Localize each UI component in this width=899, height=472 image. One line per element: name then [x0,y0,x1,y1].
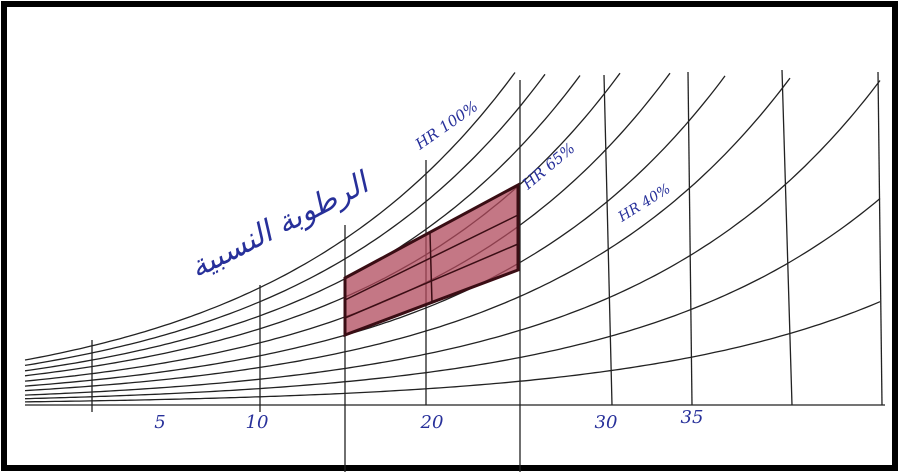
curve-label: HR 100% [411,97,481,154]
v-line [782,70,792,405]
humidity-curve [25,76,725,386]
humidity-curve [25,78,790,391]
page: HR 100% HR 65% HR 40% الرطوبة النسبية 5 … [0,0,899,472]
v-line [878,72,882,405]
annotation: الرطوبة النسبية [184,164,377,285]
diagram: HR 100% HR 65% HR 40% الرطوبة النسبية 5 … [0,0,899,472]
x-label: 20 [420,412,444,433]
x-label: 5 [154,412,165,433]
humidity-curve [25,302,880,402]
humidity-curve [25,73,620,376]
x-label: 10 [246,412,269,433]
x-label: 35 [681,407,704,428]
v-line [604,75,612,405]
x-label: 30 [595,412,618,433]
v-line [688,72,692,405]
